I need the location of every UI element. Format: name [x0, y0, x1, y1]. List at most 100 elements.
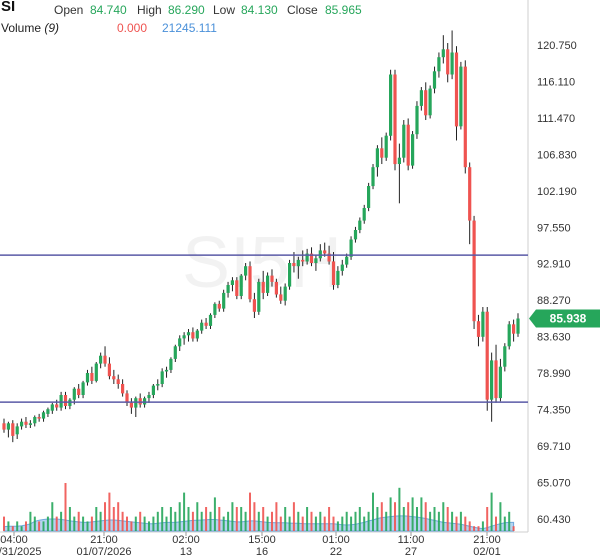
- candle: [274, 281, 278, 295]
- candle: [156, 384, 160, 386]
- volume-bar: [64, 483, 67, 531]
- volume-bar: [275, 502, 278, 531]
- volume-bar: [134, 516, 137, 531]
- price-tick-label: 74.350: [537, 405, 571, 417]
- candle: [318, 250, 322, 259]
- candle: [380, 148, 384, 158]
- candle: [160, 371, 164, 384]
- candle: [345, 256, 349, 265]
- volume-bar: [191, 511, 194, 531]
- candle: [296, 259, 300, 267]
- volume-bar: [3, 516, 5, 531]
- low-value: 84.130: [241, 3, 278, 17]
- candle: [55, 404, 59, 408]
- candle: [428, 88, 432, 116]
- candle: [129, 402, 133, 408]
- candle: [169, 358, 173, 370]
- volume-bar: [367, 511, 370, 531]
- candle: [235, 280, 239, 296]
- volume-bar: [301, 516, 304, 531]
- high-label: High: [137, 3, 162, 17]
- volume-bar: [358, 507, 361, 531]
- candle: [498, 366, 502, 399]
- time-tick-label: 21:00: [90, 534, 118, 546]
- price-tick-label: 83.630: [537, 332, 571, 344]
- volume-bar: [51, 502, 54, 531]
- candle: [226, 285, 230, 293]
- candle: [125, 393, 129, 403]
- volume-value: 0.000: [117, 21, 148, 35]
- price-tick-label: 116.110: [537, 76, 575, 88]
- candle: [314, 258, 318, 263]
- candle: [244, 266, 248, 276]
- volume-bar: [257, 511, 260, 531]
- volume-bar: [25, 521, 27, 531]
- volume-bar: [60, 511, 63, 531]
- candle: [454, 52, 459, 127]
- price-tag-shape: [529, 309, 600, 328]
- candle: [270, 275, 274, 282]
- candle: [292, 263, 296, 267]
- volume-bar: [446, 507, 449, 531]
- volume-bar: [262, 507, 265, 531]
- time-axis[interactable]: 04:0012/31/202521:0001/07/202602:001315:…: [0, 532, 501, 558]
- volume-bar: [464, 516, 467, 531]
- candle: [446, 49, 450, 75]
- volume-bar: [451, 511, 454, 531]
- candle: [331, 261, 336, 285]
- candle: [257, 281, 261, 312]
- candle: [15, 426, 19, 435]
- volume-bar: [314, 516, 317, 531]
- candle: [432, 71, 437, 89]
- volume-bar: [323, 516, 326, 531]
- candle: [512, 324, 516, 334]
- volume-bar: [350, 516, 353, 531]
- candle: [68, 399, 72, 406]
- time-tick-label: 04:00: [0, 534, 28, 546]
- open-label: Open: [54, 3, 84, 17]
- volume-bar: [46, 516, 49, 531]
- volume-bar: [297, 511, 300, 531]
- volume-bar: [341, 516, 344, 531]
- candle: [50, 404, 54, 411]
- time-tick-label: 01:00: [322, 534, 350, 546]
- horizontal-lines[interactable]: [0, 254, 528, 403]
- candle: [248, 266, 252, 300]
- volume-bar: [416, 507, 418, 531]
- volume-label: Volume (9): [1, 21, 60, 35]
- candle: [33, 417, 37, 424]
- candle: [191, 332, 195, 339]
- volume-bar: [38, 521, 41, 531]
- candle: [186, 332, 191, 336]
- candle: [195, 330, 199, 339]
- time-tick-label: 21:00: [473, 534, 501, 546]
- volume-bar: [319, 511, 322, 531]
- volume-bar: [161, 507, 164, 531]
- volume-bar: [332, 516, 335, 531]
- date-tick-label: 02/01: [473, 546, 501, 558]
- price-axis[interactable]: 120.750 116.110 111.470 106.830 102.190 97.55…: [537, 40, 577, 526]
- price-tick-label: 92.910: [537, 259, 571, 271]
- date-tick-label: 13: [180, 546, 192, 558]
- candle: [468, 167, 472, 221]
- candle: [397, 157, 401, 164]
- volume-bar: [139, 511, 142, 531]
- candle: [178, 338, 182, 347]
- volume-bar: [73, 516, 76, 531]
- candle: [494, 360, 498, 399]
- volume-bar: [363, 516, 366, 531]
- date-tick-label: 12/31/2025: [0, 546, 42, 558]
- volume-bar: [495, 516, 497, 531]
- candle: [288, 263, 292, 287]
- candle: [2, 423, 6, 430]
- volume-bars: [0, 483, 528, 533]
- volume-bar: [420, 497, 423, 531]
- volume-bar: [249, 492, 251, 531]
- volume-bar: [372, 492, 374, 531]
- candle: [6, 423, 10, 430]
- candle: [305, 253, 309, 262]
- volume-bar: [455, 516, 458, 531]
- volume-bar: [271, 511, 273, 531]
